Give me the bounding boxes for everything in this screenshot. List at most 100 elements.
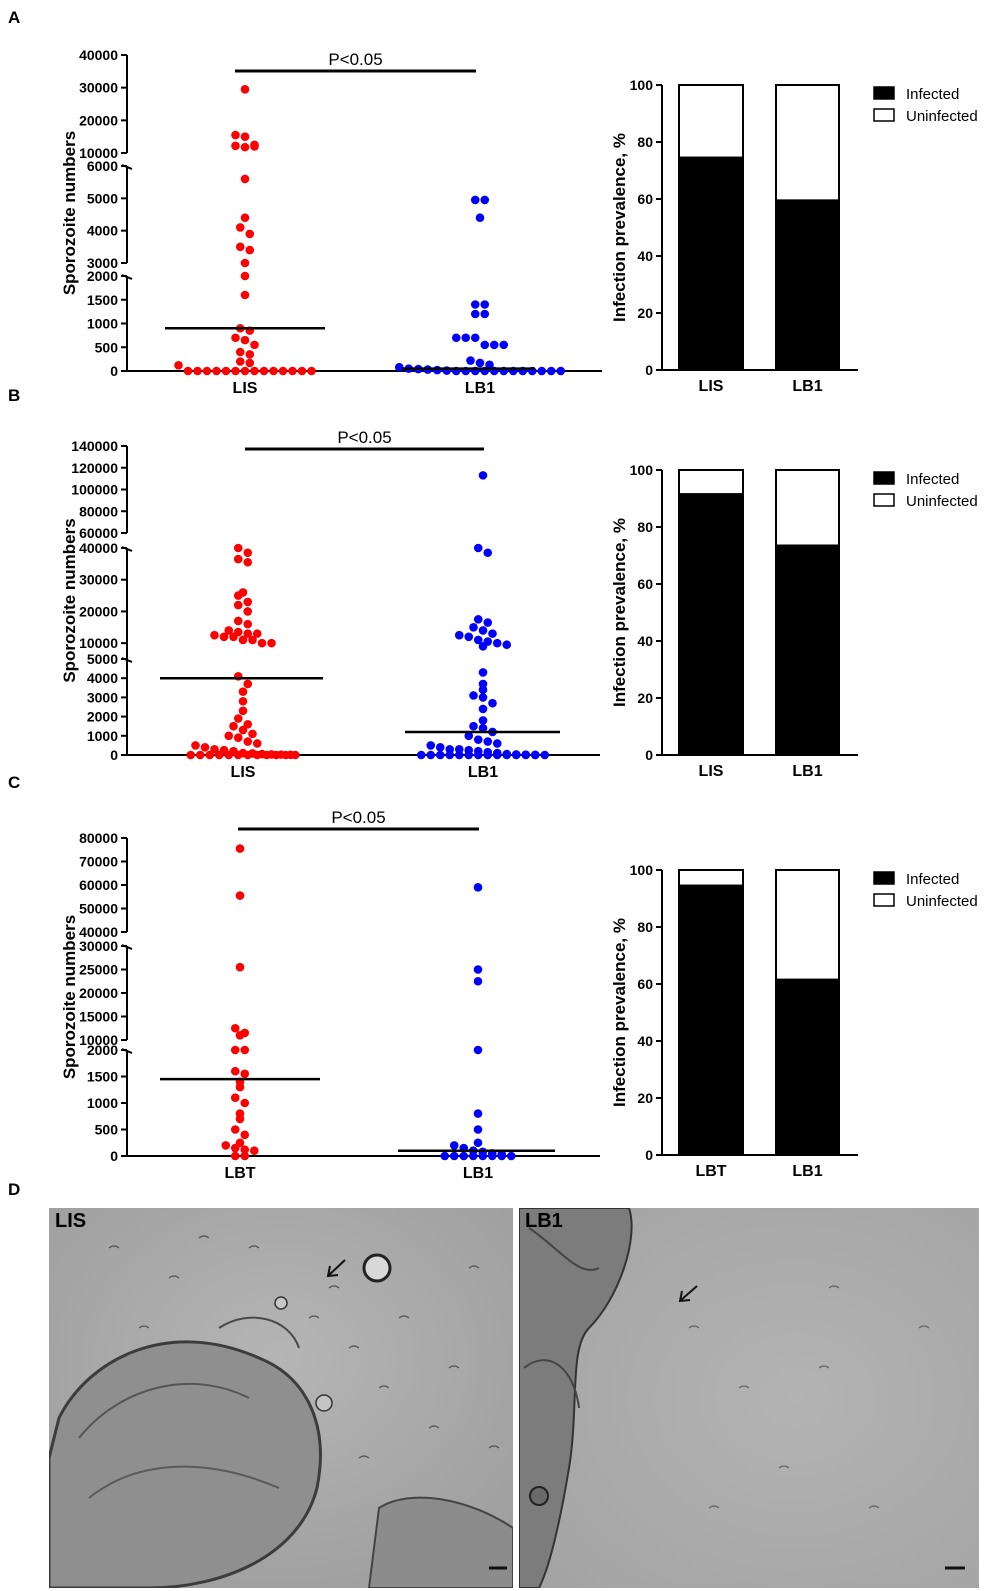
a-bar-y-tick-label: 0 bbox=[645, 362, 653, 378]
a-dot-y-tick-label: 20000 bbox=[79, 112, 118, 128]
c-dot-point-lbt bbox=[230, 1023, 240, 1033]
b-dot-point-lis bbox=[205, 750, 215, 760]
c-dot-point-lb1 bbox=[473, 1109, 483, 1118]
c-bar-y-tick-label: 80 bbox=[637, 919, 653, 935]
a-dot-y-tick-label: 2000 bbox=[87, 268, 118, 284]
b-dot-y-tick-label: 5000 bbox=[87, 651, 118, 667]
a-dot-point-lis bbox=[231, 130, 240, 140]
a-dot-point-lis bbox=[221, 366, 231, 376]
b-bar-legend-label: Infected bbox=[906, 471, 959, 488]
a-dot-point-lb1 bbox=[537, 366, 547, 376]
a-dot-point-lis bbox=[240, 366, 250, 376]
c-dot-point-lbt bbox=[240, 1069, 250, 1079]
c-bar-bar-uninfected bbox=[775, 869, 840, 981]
c-dot-point-lbt bbox=[249, 1146, 259, 1155]
a-dot-point-lis bbox=[235, 223, 245, 232]
a-bar-legend-swatch-uninfected bbox=[873, 108, 895, 122]
b-bar-bar-infected bbox=[775, 544, 840, 757]
b-bar-y-axis-label: Infection prevalence, % bbox=[610, 518, 629, 707]
b-dot-point-lb1 bbox=[492, 750, 502, 760]
a-dot-point-lis bbox=[240, 335, 250, 345]
micrograph-lis-art bbox=[49, 1208, 513, 1588]
b-dot-point-lb1 bbox=[530, 750, 540, 760]
b-dot-point-lis bbox=[281, 750, 291, 760]
c-dot-point-lbt bbox=[240, 1145, 250, 1154]
a-dot-point-lis bbox=[269, 366, 278, 376]
a-dot-point-lis bbox=[193, 366, 202, 376]
b-dot-point-lb1 bbox=[478, 471, 488, 480]
c-dot-y-tick-label: 30000 bbox=[79, 938, 118, 954]
c-bar-bar-uninfected bbox=[678, 869, 744, 887]
c-dot-point-lbt bbox=[221, 1141, 231, 1150]
charts-canvas: 0500100015002000300040005000600010000200… bbox=[60, 47, 978, 1182]
a-dot-y-tick-label: 0 bbox=[110, 363, 118, 379]
a-dot-point-lb1 bbox=[546, 366, 556, 376]
b-dot-x-tick-label: LIS bbox=[231, 764, 256, 781]
b-dot-point-lis bbox=[186, 750, 196, 760]
c-dot-y-tick-label: 50000 bbox=[79, 901, 118, 917]
a-dot-point-lis bbox=[240, 142, 250, 152]
b-dot-point-lis bbox=[243, 629, 253, 638]
b-dot-y-tick-label: 0 bbox=[110, 747, 118, 763]
b-dot-point-lb1 bbox=[473, 543, 483, 553]
a-dot-point-lb1 bbox=[394, 362, 404, 372]
b-dot-y-tick-label: 2000 bbox=[87, 709, 118, 725]
c-dot-point-lbt bbox=[230, 1125, 240, 1134]
panel-letter-d: D bbox=[8, 1180, 21, 1199]
c-dot-y-tick-label: 70000 bbox=[79, 854, 118, 870]
a-dot-point-lis bbox=[231, 141, 240, 151]
b-bar-y-tick-label: 80 bbox=[637, 519, 653, 535]
c-dot-x-tick-label: LBT bbox=[224, 1165, 255, 1182]
b-dot-point-lis bbox=[252, 629, 262, 638]
c-dot-point-lbt bbox=[235, 891, 245, 900]
a-dot-point-lis bbox=[245, 229, 255, 239]
a-dot-point-lis bbox=[297, 366, 307, 376]
b-dot-point-lb1 bbox=[492, 739, 502, 748]
a-bar-y-tick-label: 60 bbox=[637, 191, 653, 207]
a-dot-point-lb1 bbox=[480, 300, 490, 309]
b-dot-point-lb1 bbox=[478, 668, 488, 677]
a-dot-point-lb1 bbox=[470, 333, 480, 343]
b-dot-point-lb1 bbox=[488, 698, 497, 708]
c-dot-point-lb1 bbox=[506, 1151, 516, 1161]
c-bar-y-tick-label: 60 bbox=[637, 976, 653, 992]
b-dot-point-lb1 bbox=[473, 735, 483, 744]
b-dot-point-lis bbox=[238, 696, 248, 706]
c-dot-point-lb1 bbox=[468, 1151, 478, 1161]
a-dot-point-lb1 bbox=[480, 195, 490, 205]
b-dot-point-lb1 bbox=[478, 693, 488, 702]
b-dot-point-lis bbox=[224, 731, 234, 741]
b-dot-point-lb1 bbox=[464, 632, 474, 642]
c-dot-point-lbt bbox=[230, 1066, 240, 1076]
c-dot-point-lb1 bbox=[487, 1151, 497, 1161]
b-dot-point-lis bbox=[243, 619, 253, 629]
b-dot-point-lis bbox=[243, 737, 253, 746]
b-dot-point-lb1 bbox=[469, 691, 478, 700]
b-dot-point-lb1 bbox=[454, 750, 464, 760]
b-dot-point-lis bbox=[248, 729, 257, 739]
c-dot-x-tick-label: LB1 bbox=[463, 1165, 493, 1182]
a-bar-y-tick-label: 40 bbox=[637, 248, 653, 264]
b-dot-point-lis bbox=[233, 600, 243, 610]
b-dot-point-lis bbox=[248, 635, 257, 645]
a-dot-y-tick-label: 5000 bbox=[87, 190, 118, 206]
a-dot-y-tick-label: 40000 bbox=[79, 47, 118, 63]
b-dot-y-axis-label: Sporozoite numbers bbox=[60, 518, 79, 682]
b-dot-point-lb1 bbox=[464, 750, 474, 760]
a-bar-x-tick-label: LB1 bbox=[792, 378, 822, 395]
c-dot-point-lb1 bbox=[473, 1125, 483, 1134]
b-dot-point-lis bbox=[224, 750, 234, 760]
b-dot-y-tick-label: 4000 bbox=[87, 670, 118, 686]
a-dot-point-lb1 bbox=[461, 333, 471, 343]
c-dot-y-tick-label: 0 bbox=[110, 1148, 118, 1164]
c-dot-point-lbt bbox=[230, 1093, 240, 1102]
b-bar-legend-swatch-uninfected bbox=[873, 493, 895, 507]
a-bar-y-tick-label: 20 bbox=[637, 305, 653, 321]
b-dot-point-lb1 bbox=[483, 737, 493, 746]
c-dot-y-tick-label: 1000 bbox=[87, 1095, 118, 1111]
b-bar-y-tick-label: 100 bbox=[630, 462, 654, 478]
a-dot-point-lis bbox=[278, 366, 288, 376]
b-dot-y-tick-label: 20000 bbox=[79, 603, 118, 619]
a-bar-y-tick-label: 100 bbox=[630, 77, 654, 93]
b-dot-point-lb1 bbox=[483, 750, 493, 760]
